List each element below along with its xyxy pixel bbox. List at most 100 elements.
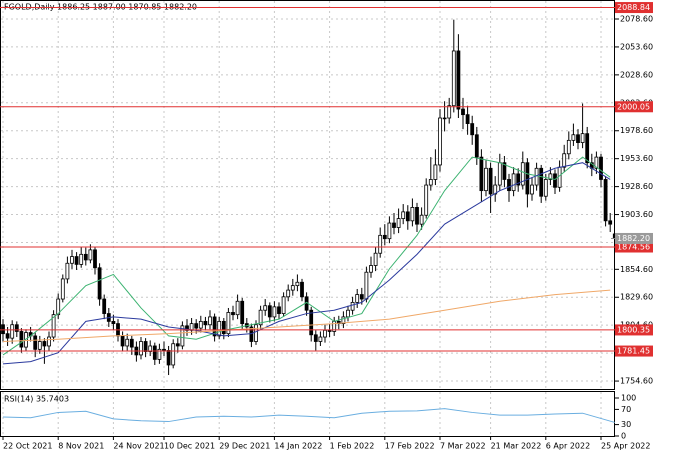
y-tick-label: 2053.60 <box>620 42 653 51</box>
candle-body <box>594 156 599 169</box>
candle-body <box>120 335 125 347</box>
y-tick-label: 1754.60 <box>620 377 653 386</box>
candle-body <box>171 343 176 366</box>
candle-body <box>74 256 79 265</box>
candle-body <box>143 341 148 352</box>
candle-body <box>603 179 608 222</box>
candle-body <box>530 184 534 195</box>
candle-body <box>410 207 415 222</box>
candle-body <box>479 156 484 192</box>
x-tick-label: 14 Jan 2022 <box>274 442 322 451</box>
candle-body <box>401 211 406 219</box>
level-label: 1874.56 <box>617 243 650 252</box>
candle-body <box>580 133 585 143</box>
candle-body <box>488 167 493 195</box>
candle-body <box>415 207 419 225</box>
candle-body <box>295 281 300 287</box>
candle-body <box>111 320 116 325</box>
candle-body <box>10 324 15 339</box>
candle-body <box>428 179 433 186</box>
level-label: 2088.84 <box>617 3 650 12</box>
candle-body <box>373 252 378 266</box>
rsi-tick-label: 70 <box>621 405 631 414</box>
candle-body <box>212 316 217 337</box>
candle-body <box>484 167 488 192</box>
candle-body <box>175 343 180 347</box>
candle-body <box>456 50 461 110</box>
candle-body <box>79 253 84 265</box>
candle-body <box>300 281 304 298</box>
candle-body <box>277 306 281 314</box>
candle-body <box>599 156 603 180</box>
rsi-tick-label: 100 <box>621 394 636 403</box>
candle-body <box>139 341 143 356</box>
candle-body <box>198 320 203 329</box>
candle-body <box>231 312 235 316</box>
level-label-box <box>615 2 653 14</box>
candle-body <box>180 325 185 347</box>
candle-body <box>502 162 507 180</box>
rsi-label: RSI(14) 35.7403 <box>4 395 69 404</box>
price-pane <box>0 0 615 390</box>
candle-body <box>438 117 442 166</box>
candle-body <box>37 341 42 350</box>
candle-body <box>166 350 171 366</box>
x-tick-label: 25 Apr 2022 <box>601 442 650 451</box>
rsi-tick-label: 30 <box>621 420 631 429</box>
candle-body <box>56 298 61 316</box>
candle-body <box>461 108 465 116</box>
candle-body <box>309 309 314 336</box>
candle-body <box>327 329 332 332</box>
candle-body <box>364 271 369 300</box>
y-tick-label: 2078.60 <box>620 14 653 23</box>
candle-body <box>433 164 438 180</box>
y-tick-label: 1829.60 <box>620 293 653 302</box>
candle-body <box>497 162 502 186</box>
candle-body <box>129 338 134 348</box>
candle-body <box>419 214 424 225</box>
x-tick-label: 24 Nov 2021 <box>113 442 164 451</box>
rsi-line <box>2 408 615 423</box>
candle-body <box>442 117 447 120</box>
x-tick-label: 1 Feb 2022 <box>330 442 375 451</box>
candle-body <box>281 296 286 314</box>
candle-body <box>83 253 88 261</box>
candle-body <box>387 222 392 240</box>
x-tick-label: 8 Nov 2021 <box>58 442 104 451</box>
candle-body <box>70 256 74 264</box>
candle-body <box>313 334 318 342</box>
candle-body <box>323 329 327 338</box>
candle-body <box>194 323 199 329</box>
candle-body <box>125 338 130 347</box>
candle-body <box>520 162 525 186</box>
candle-body <box>42 341 47 347</box>
x-tick-label: 29 Dec 2021 <box>219 442 270 451</box>
candle-body <box>157 348 162 360</box>
candle-body <box>33 335 38 350</box>
y-tick-label: 1978.60 <box>620 126 653 135</box>
candle-body <box>539 167 544 197</box>
candle-body <box>424 184 429 216</box>
candle-body <box>566 139 571 155</box>
candle-body <box>350 301 355 311</box>
candle-body <box>355 294 360 303</box>
candle-body <box>102 298 107 314</box>
candle-body <box>240 300 245 325</box>
level-label: 1800.35 <box>617 325 650 334</box>
candle-body <box>507 179 511 192</box>
candle-body <box>290 285 295 291</box>
x-tick-label: 7 Mar 2022 <box>440 442 486 451</box>
candle-body <box>608 220 613 225</box>
candle-body <box>235 300 240 316</box>
candle-body <box>93 249 97 269</box>
moving-average <box>2 289 611 343</box>
candle-body <box>346 309 350 318</box>
level-label: 2000.05 <box>617 102 650 111</box>
candle-body <box>221 320 226 335</box>
candle-body <box>369 265 373 273</box>
candle-body <box>378 234 383 254</box>
y-tick-label: 1953.60 <box>620 154 653 163</box>
candle-body <box>162 348 166 351</box>
x-tick-label: 22 Oct 2021 <box>3 442 52 451</box>
